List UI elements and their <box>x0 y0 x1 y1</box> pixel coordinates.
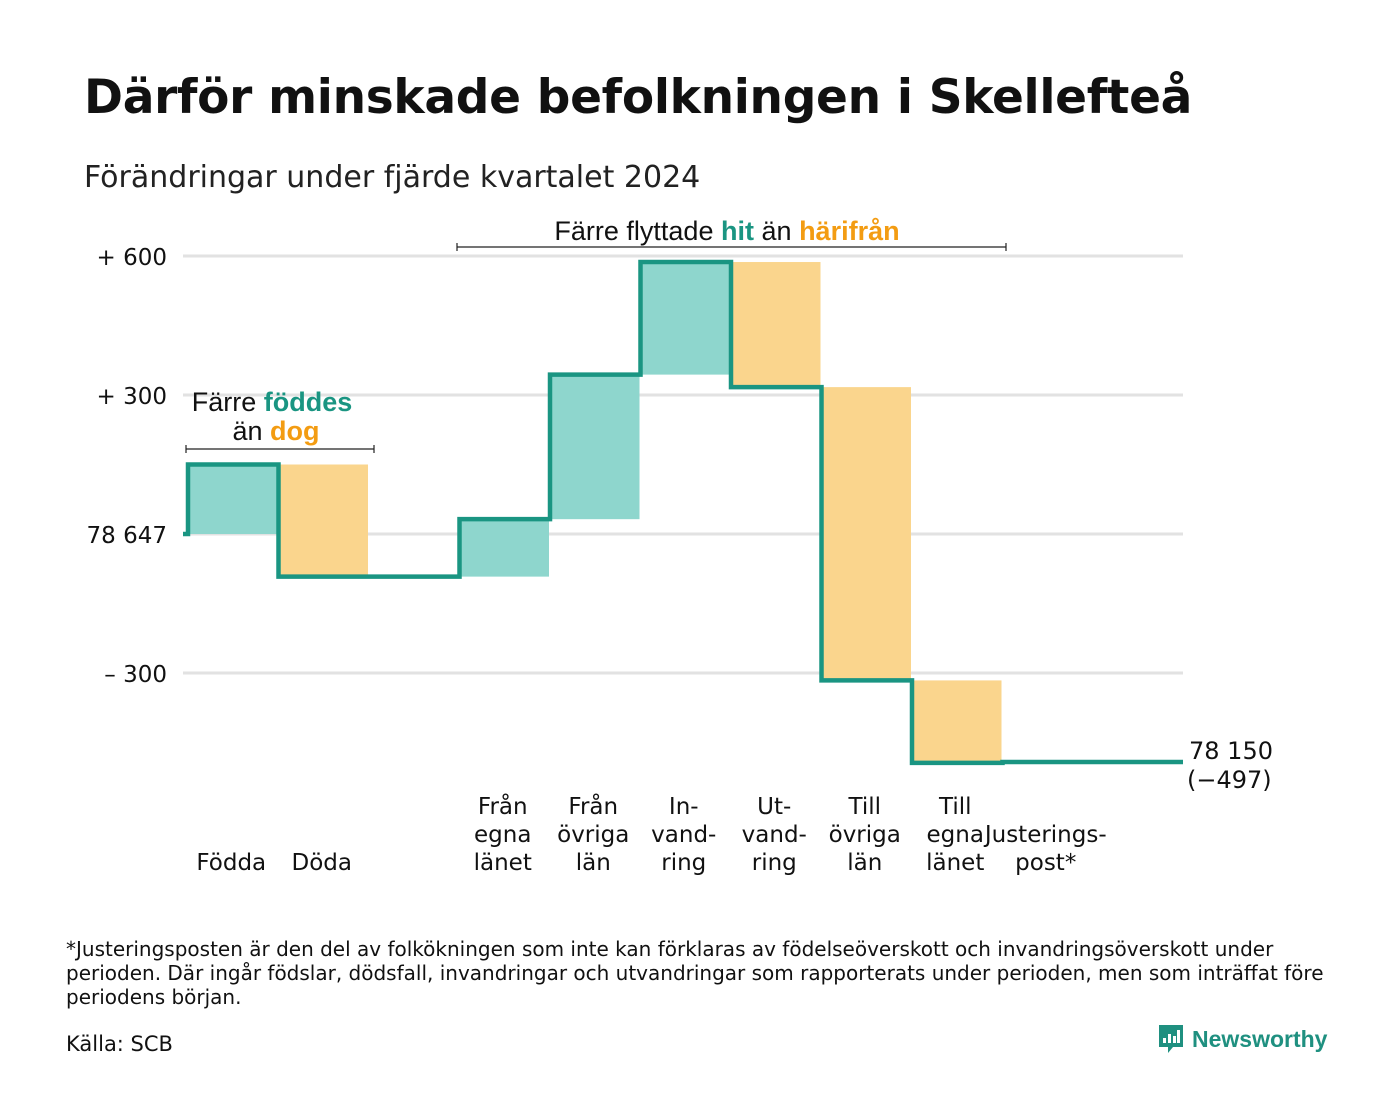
y-tick-label: + 300 <box>97 384 167 410</box>
births-annotation-line2: än dog <box>232 416 319 446</box>
footnote: *Justeringsposten är den del av folkökni… <box>66 937 1324 1009</box>
x-tick-label: län <box>847 850 882 876</box>
x-tick-label: egna <box>927 822 984 848</box>
end-value-label: 78 150 <box>1189 737 1273 765</box>
x-tick-label: Till <box>938 794 972 820</box>
y-tick-label: 78 647 <box>87 523 167 549</box>
bar <box>460 519 549 577</box>
newsworthy-logo-icon <box>1159 1025 1183 1053</box>
births-annotation-mid: än <box>232 416 262 446</box>
moves-annotation-mid: än <box>762 216 792 246</box>
bar <box>551 374 640 520</box>
bar <box>279 464 368 577</box>
end-label: 78 150 (−497) <box>1187 737 1273 794</box>
bar <box>732 262 821 388</box>
bar <box>913 680 1002 763</box>
births-annotation-hl2: dog <box>270 416 319 446</box>
chart-subtitle: Förändringar under fjärde kvartalet 2024 <box>84 160 701 195</box>
source-label: Källa: SCB <box>66 1032 173 1056</box>
x-tick-label: övriga <box>829 822 901 848</box>
x-tick-label: vand- <box>651 822 716 848</box>
x-tick-label: post* <box>1015 850 1076 876</box>
x-tick-label: länet <box>926 850 984 876</box>
y-tick-label: – 300 <box>104 662 167 688</box>
births-annotation-hl1: föddes <box>264 387 353 417</box>
x-tick-label: Justerings- <box>983 822 1107 848</box>
y-axis: + 600 + 300 78 647 – 300 <box>87 245 167 688</box>
x-axis: Födda DödaFrånegnalänetFrånövrigalänIn-va… <box>196 792 1106 876</box>
brand-name: Newsworthy <box>1192 1025 1328 1052</box>
brand-logo[interactable]: Newsworthy <box>1158 1024 1327 1054</box>
x-tick-label: egna <box>474 822 531 848</box>
x-tick-label: In- <box>669 794 699 820</box>
x-tick-label: Till <box>847 794 881 820</box>
bar <box>641 262 730 375</box>
moves-annotation: Färre flyttade hit än härifrån <box>554 216 899 246</box>
chart-title: Därför minskade befolkningen i Skellefte… <box>84 70 1193 125</box>
x-tick-label: ring <box>661 850 706 876</box>
x-tick-label: länet <box>474 850 532 876</box>
x-tick-label: län <box>576 850 611 876</box>
moves-annotation-pre: Färre flyttade <box>554 216 713 246</box>
end-change-label: (−497) <box>1187 766 1272 794</box>
x-tick-label: Döda <box>292 850 352 876</box>
x-tick-label: Från <box>568 792 618 820</box>
x-tick-label: Ut- <box>757 794 791 820</box>
bar <box>189 464 278 534</box>
step-path <box>183 259 1183 766</box>
x-tick-label: ring <box>752 850 797 876</box>
y-tick-label: + 600 <box>97 245 167 271</box>
moves-bracket <box>456 243 1007 251</box>
grid-lines <box>183 254 1183 675</box>
x-tick-label: vand- <box>742 822 807 848</box>
moves-annotation-hl2: härifrån <box>799 216 900 246</box>
births-annotation-line1: Färre föddes <box>192 387 353 417</box>
births-bracket <box>185 445 375 453</box>
moves-annotation-hl1: hit <box>721 216 754 246</box>
bar <box>822 387 911 681</box>
step-line <box>183 259 1183 766</box>
x-tick-label: övriga <box>557 822 629 848</box>
bars <box>189 262 1002 763</box>
births-annotation-pre: Färre <box>192 387 257 417</box>
x-tick-label: Födda <box>196 850 266 876</box>
annotations: Färre föddes än dog Färre flyttade hit ä… <box>185 216 1007 453</box>
x-tick-label: Från <box>478 792 528 820</box>
